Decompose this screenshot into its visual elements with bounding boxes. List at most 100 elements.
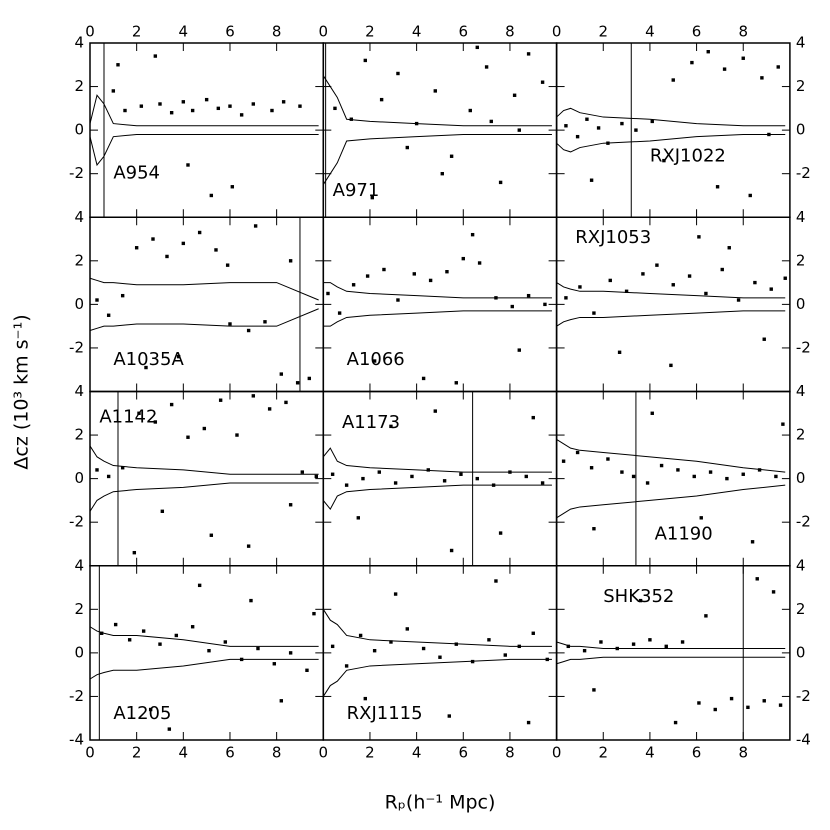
galaxy-point bbox=[379, 97, 384, 102]
galaxy-point bbox=[589, 178, 594, 182]
galaxy-point bbox=[144, 365, 148, 370]
galaxy-point bbox=[414, 121, 419, 126]
y-tick-label: 2 bbox=[74, 251, 84, 269]
galaxy-point bbox=[769, 287, 773, 291]
galaxy-point bbox=[223, 640, 228, 644]
x-tick-label: 4 bbox=[412, 23, 422, 41]
galaxy-point bbox=[116, 63, 120, 67]
galaxy-point bbox=[288, 503, 293, 507]
galaxy-point bbox=[442, 479, 447, 483]
galaxy-point bbox=[676, 468, 680, 472]
galaxy-point bbox=[389, 640, 393, 644]
galaxy-point bbox=[111, 89, 116, 93]
y-tick-label: -2 bbox=[69, 338, 84, 356]
caustic-upper bbox=[89, 626, 319, 647]
galaxy-point bbox=[204, 97, 209, 102]
galaxy-point bbox=[638, 598, 643, 603]
galaxy-point bbox=[382, 267, 386, 272]
galaxy-point bbox=[190, 625, 195, 629]
galaxy-point bbox=[762, 337, 766, 341]
galaxy-point bbox=[267, 407, 272, 411]
galaxy-point bbox=[113, 622, 118, 627]
galaxy-point bbox=[494, 296, 498, 300]
galaxy-point bbox=[167, 727, 172, 731]
galaxy-point bbox=[582, 648, 587, 653]
galaxy-point bbox=[704, 291, 708, 296]
y-tick-label: -2 bbox=[796, 164, 811, 182]
galaxy-point bbox=[491, 483, 496, 487]
galaxy-point bbox=[508, 470, 512, 474]
galaxy-point bbox=[421, 376, 426, 381]
galaxy-point bbox=[235, 433, 239, 437]
galaxy-point bbox=[197, 230, 202, 235]
galaxy-point bbox=[377, 470, 381, 474]
galaxy-point bbox=[454, 381, 458, 385]
panel-label: A1205 bbox=[113, 703, 171, 724]
galaxy-point bbox=[503, 653, 507, 657]
caustic-upper bbox=[556, 107, 786, 127]
y-tick-label: 4 bbox=[74, 556, 84, 574]
galaxy-point bbox=[543, 302, 547, 307]
galaxy-point bbox=[169, 402, 174, 407]
galaxy-point bbox=[526, 52, 531, 56]
galaxy-point bbox=[393, 592, 398, 596]
galaxy-point bbox=[120, 293, 125, 298]
galaxy-point bbox=[690, 60, 694, 65]
caustic-lower bbox=[89, 482, 319, 512]
galaxy-point bbox=[713, 707, 717, 712]
caustic-lower bbox=[323, 310, 552, 327]
galaxy-point bbox=[648, 638, 652, 642]
galaxy-point bbox=[298, 104, 302, 108]
galaxy-point bbox=[305, 668, 309, 672]
panel-label: RXJ1053 bbox=[575, 227, 651, 248]
galaxy-point bbox=[475, 45, 479, 50]
galaxy-point bbox=[517, 348, 521, 352]
galaxy-point bbox=[249, 598, 253, 603]
galaxy-point bbox=[459, 472, 463, 476]
galaxy-point bbox=[706, 50, 710, 54]
galaxy-point bbox=[606, 457, 610, 461]
galaxy-point bbox=[356, 516, 360, 520]
galaxy-point bbox=[270, 108, 274, 113]
galaxy-point bbox=[671, 283, 675, 287]
y-tick-label: 0 bbox=[74, 643, 84, 661]
y-tick-label: -2 bbox=[69, 164, 84, 182]
galaxy-point bbox=[288, 651, 293, 655]
galaxy-point bbox=[489, 119, 493, 124]
galaxy-point bbox=[606, 141, 610, 145]
x-tick-label: 4 bbox=[645, 744, 655, 762]
y-tick-label: -2 bbox=[796, 513, 811, 531]
galaxy-point bbox=[225, 263, 230, 267]
y-tick-label: 4 bbox=[74, 34, 84, 52]
galaxy-point bbox=[741, 472, 745, 476]
y-tick-label: 4 bbox=[74, 208, 84, 226]
x-tick-label: 4 bbox=[179, 23, 189, 41]
galaxy-point bbox=[783, 276, 787, 280]
galaxy-point bbox=[655, 263, 659, 267]
y-tick-label: 4 bbox=[796, 34, 806, 52]
galaxy-point bbox=[300, 470, 305, 474]
galaxy-point bbox=[697, 235, 701, 239]
y-tick-label: 0 bbox=[74, 295, 84, 313]
galaxy-point bbox=[762, 699, 766, 703]
galaxy-point bbox=[662, 158, 666, 163]
galaxy-point bbox=[687, 274, 692, 278]
x-tick-label: 8 bbox=[505, 23, 515, 41]
galaxy-point bbox=[123, 108, 127, 113]
galaxy-point bbox=[370, 195, 374, 200]
galaxy-point bbox=[736, 298, 741, 302]
panel-label: A1173 bbox=[342, 412, 400, 433]
caustic-lower bbox=[89, 658, 319, 680]
galaxy-point bbox=[624, 289, 629, 294]
x-tick-label: 0 bbox=[85, 23, 95, 41]
x-tick-label: 0 bbox=[552, 23, 562, 41]
galaxy-point bbox=[228, 322, 232, 326]
y-tick-label: 0 bbox=[796, 121, 806, 139]
x-tick-label: 6 bbox=[225, 744, 235, 762]
galaxy-point bbox=[95, 298, 99, 302]
x-tick-label: 4 bbox=[645, 23, 655, 41]
x-tick-label: 2 bbox=[598, 744, 608, 762]
galaxy-point bbox=[578, 285, 582, 289]
galaxy-point bbox=[575, 450, 580, 455]
x-tick-label: 8 bbox=[738, 23, 748, 41]
